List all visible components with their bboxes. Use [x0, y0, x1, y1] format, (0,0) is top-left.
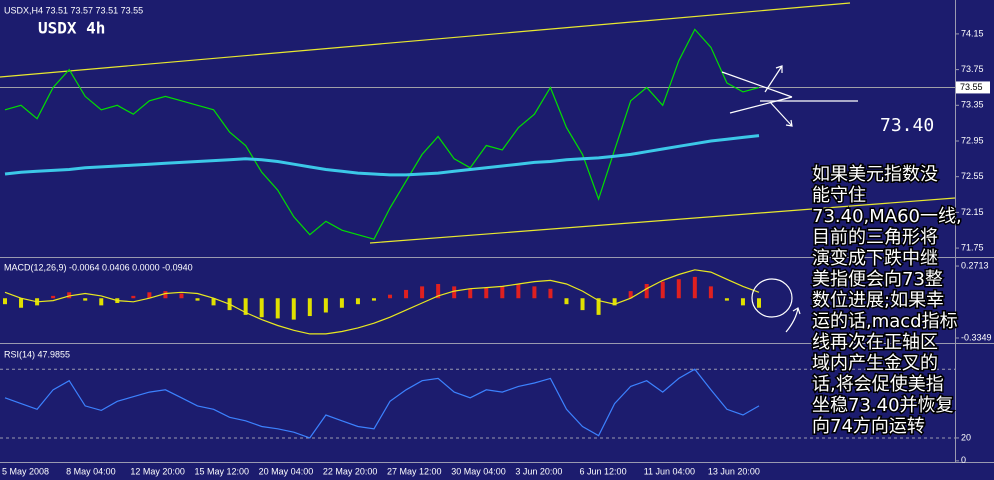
- histogram-bar: [388, 294, 393, 299]
- histogram-bar: [708, 286, 713, 299]
- series-line: [4, 269, 760, 335]
- histogram-bar: [195, 298, 200, 301]
- y-tick-label: 71.75: [961, 242, 984, 252]
- x-tick-label: 22 May 20:00: [323, 466, 378, 476]
- annotation-text: 如果美元指数没能守住73.40,MA60一线,目前的三角形将演变成下跌中继美指便…: [811, 163, 964, 439]
- histogram-bar: [660, 281, 665, 299]
- histogram-bar: [323, 298, 328, 313]
- histogram-bar: [532, 286, 537, 299]
- x-tick-label: 27 May 12:00: [387, 466, 442, 476]
- histogram-bar: [436, 283, 441, 299]
- histogram-bar: [291, 298, 296, 320]
- y-tick-label: 72.55: [961, 171, 984, 181]
- histogram-bar: [339, 298, 344, 308]
- histogram-bar: [548, 288, 553, 299]
- annotation: 73.40: [880, 115, 934, 136]
- panel-borders: [0, 0, 994, 463]
- x-tick-label: 5 May 2008: [2, 466, 49, 476]
- histogram-bar: [740, 298, 745, 306]
- x-tick-label: 15 May 12:00: [195, 466, 250, 476]
- histogram-bar: [580, 298, 585, 311]
- x-tick-label: 6 Jun 12:00: [580, 466, 627, 476]
- annotation-line: 73.40,MA60一线,: [812, 206, 962, 227]
- x-tick-label: 11 Jun 04:00: [644, 466, 695, 476]
- chart-title: USDX 4h: [38, 19, 105, 38]
- y-tick-label: 73.35: [961, 100, 984, 110]
- histogram-bar: [644, 283, 649, 299]
- x-tick-label: 20 May 04:00: [259, 466, 314, 476]
- histogram-bar: [420, 286, 425, 299]
- y-tick-label: 0: [961, 455, 966, 465]
- histogram-bar: [307, 298, 312, 317]
- y-tick-label: 72.15: [961, 207, 984, 217]
- x-tick-label: 30 May 04:00: [451, 466, 506, 476]
- annotation-line: 演变成下跌中继: [812, 248, 938, 269]
- x-tick-label: 3 Jun 20:00: [515, 466, 562, 476]
- histogram-bar: [500, 286, 505, 299]
- annotation-line: 美指便会向73整: [812, 269, 943, 290]
- histogram-bar: [179, 293, 184, 299]
- macd-label: MACD(12,26,9) -0.0064 0.0406 0.0000 -0.0…: [4, 262, 193, 272]
- last-price-box: [956, 81, 990, 94]
- histogram-bar: [596, 298, 601, 315]
- y-tick-label: 0.2713: [961, 260, 989, 270]
- y-tick-label: 72.95: [961, 135, 984, 145]
- histogram-bar: [676, 279, 681, 299]
- y-tick-label: 74.15: [961, 28, 984, 38]
- rsi-label: RSI(14) 47.9855: [4, 349, 70, 359]
- channel-lines: [0, 2, 956, 244]
- histogram-bar: [724, 298, 729, 301]
- x-tick-label: 13 Jun 20:00: [708, 466, 760, 476]
- histogram-bar: [612, 298, 617, 306]
- x-tick-label: 8 May 04:00: [66, 466, 116, 476]
- histogram-bar: [3, 298, 7, 305]
- annotation-line: 如果美元指数没: [812, 164, 938, 185]
- histogram-bar: [564, 298, 569, 305]
- histogram-bar: [67, 292, 72, 299]
- x-tick-label: 12 May 20:00: [130, 466, 185, 476]
- annotation-line: 运的话,macd指标: [812, 311, 958, 332]
- histogram-bar: [275, 298, 280, 319]
- annotation-line: 域内产生金叉的: [812, 353, 938, 374]
- series-line: [4, 28, 760, 240]
- histogram-bar: [404, 289, 409, 299]
- histogram-bar: [163, 291, 168, 299]
- histogram-bar: [131, 295, 136, 299]
- annotation-line: 向74方向运转: [812, 416, 925, 437]
- series-line: [4, 134, 760, 177]
- header: USDX,H4 73.51 73.57 73.51 73.55: [4, 5, 143, 15]
- annotation-line: 坐稳73.40并恢复: [812, 395, 954, 416]
- histogram-bar: [51, 295, 56, 299]
- histogram-bar: [628, 291, 633, 299]
- histogram-bar: [147, 292, 152, 299]
- triangle-annotation: [721, 65, 858, 333]
- histogram-bar: [243, 298, 248, 315]
- histogram-bar: [452, 286, 457, 299]
- plot-area: [0, 28, 955, 439]
- histogram-bar: [19, 298, 24, 308]
- histogram-bar: [99, 298, 104, 306]
- annotation-line: 线再次在正轴区: [812, 332, 938, 353]
- annotation-line: 能守住: [812, 185, 866, 206]
- y-tick-label: 73.75: [961, 64, 984, 74]
- histogram-bar: [468, 288, 473, 299]
- last-price-label: 73.55: [960, 82, 983, 92]
- series-line: [4, 368, 760, 439]
- annotation-line: 数位进展;如果幸: [812, 290, 944, 311]
- histogram-bar: [371, 298, 376, 301]
- histogram-bar: [757, 298, 761, 308]
- histogram-bar: [83, 298, 88, 301]
- histogram-bar: [516, 283, 521, 299]
- annotation-line: 目前的三角形将: [812, 227, 938, 248]
- annotation-line: 话,将会促使美指: [812, 374, 944, 395]
- histogram-bar: [692, 276, 697, 299]
- y-tick-label: -0.3349: [961, 332, 992, 342]
- histogram-bar: [484, 287, 489, 299]
- histogram-bar: [211, 298, 216, 306]
- histogram-bar: [259, 298, 264, 318]
- y-tick-label: 20: [961, 432, 971, 442]
- histogram-bar: [355, 298, 360, 305]
